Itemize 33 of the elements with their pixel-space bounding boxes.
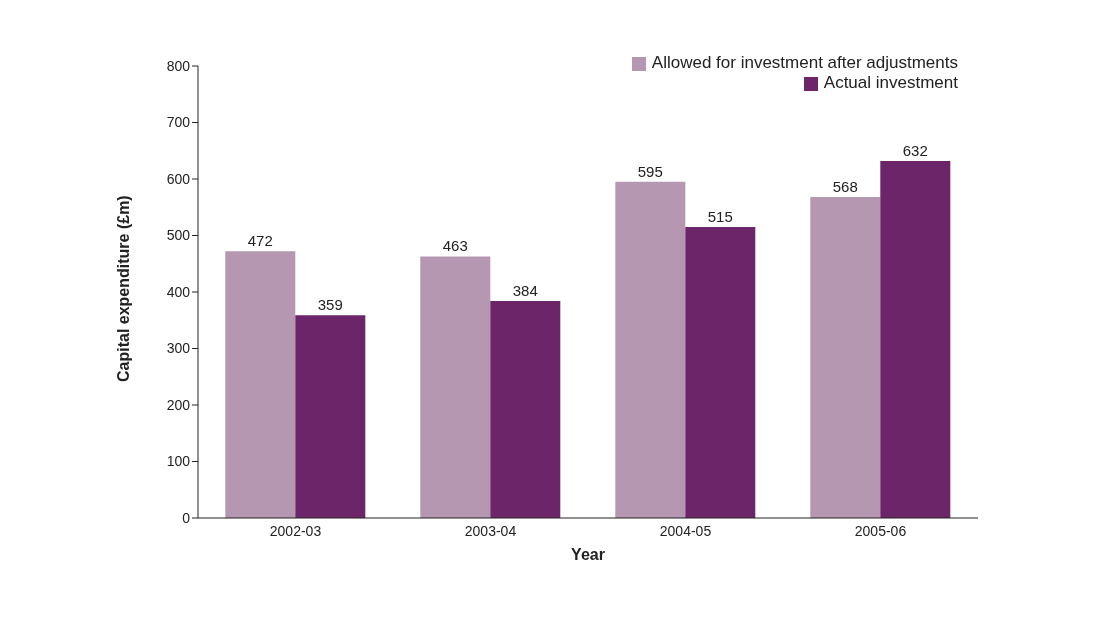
legend-label: Actual investment — [823, 73, 958, 92]
y-tick-label: 0 — [182, 509, 191, 526]
y-tick-label: 800 — [166, 57, 191, 74]
x-tick-label: 2002-03 — [269, 522, 322, 539]
data-label: 472 — [247, 232, 273, 250]
data-label: 568 — [832, 178, 858, 196]
bar — [420, 256, 491, 518]
bar — [615, 181, 686, 518]
data-label: 359 — [317, 296, 343, 314]
y-tick-label: 700 — [166, 114, 191, 131]
y-tick-label: 300 — [166, 340, 191, 357]
data-label: 632 — [902, 141, 928, 159]
bar — [810, 197, 881, 518]
x-axis-title: Year — [571, 546, 605, 563]
y-tick-label: 200 — [166, 396, 191, 413]
data-label: 463 — [442, 237, 468, 255]
bar — [225, 251, 296, 518]
x-tick-label: 2003-04 — [464, 522, 517, 539]
y-tick-label: 500 — [166, 227, 191, 244]
y-axis-title: Capital expenditure (£m) — [114, 195, 132, 382]
data-label: 515 — [707, 208, 733, 226]
x-tick-label: 2004-05 — [659, 522, 712, 539]
data-label: 384 — [512, 282, 538, 300]
y-tick-label: 100 — [166, 453, 191, 470]
y-tick-label: 400 — [166, 283, 191, 300]
y-tick-label: 600 — [166, 170, 191, 187]
legend-label: Allowed for investment after adjustments — [651, 53, 958, 72]
bar — [490, 301, 561, 518]
data-label: 595 — [637, 162, 663, 180]
bar — [685, 227, 756, 518]
bar — [880, 160, 951, 518]
x-tick-label: 2005-06 — [854, 522, 907, 539]
bar — [295, 315, 366, 518]
